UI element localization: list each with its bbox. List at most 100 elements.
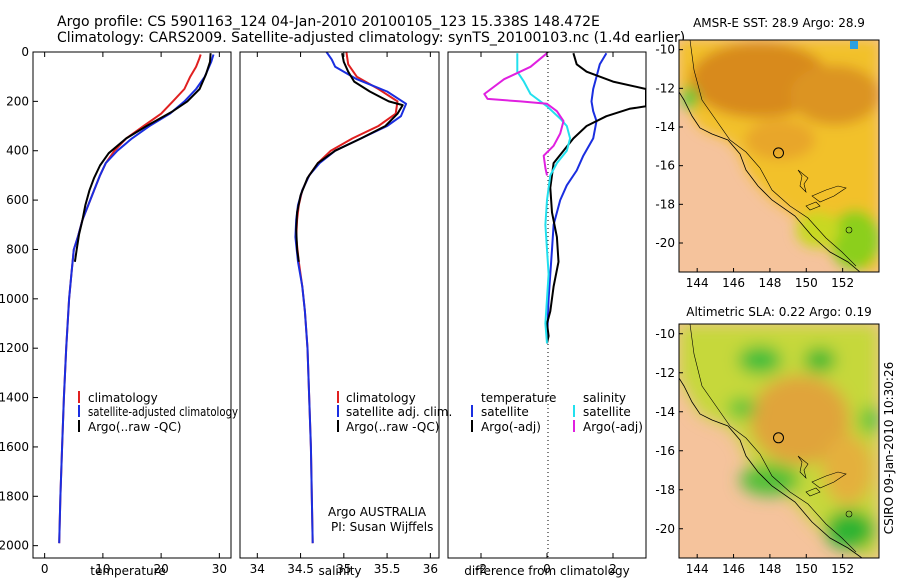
sst-latitude-ticks: -10 -12 -14 -16 -18 -20	[655, 43, 683, 250]
sla-reef-island	[845, 510, 853, 518]
sst-map-lat-tick-label: -10	[655, 43, 675, 57]
temperature-x-tick-label: 30	[212, 562, 227, 576]
difference-x-ticks: -2 0 2	[475, 52, 617, 576]
sst-reef-island	[845, 226, 853, 234]
depth-y-tick-label: 1000	[0, 292, 29, 306]
sst-cool-patch-center	[796, 212, 840, 248]
sst-reef-outline-2	[811, 185, 847, 203]
legend-header-temperature: temperature	[481, 391, 556, 405]
sst-map-panel: AMSR-E SST: 28.9 Argo: 28.9 144 146 148 150	[655, 16, 880, 290]
sst-map-lon-tick-label: 144	[686, 276, 709, 290]
sst-shelf-contour	[689, 40, 857, 267]
sla-map-lon-tick-label: 152	[831, 562, 854, 576]
temperature-series-group	[58, 53, 215, 544]
sst-map-lat-tick-label: -18	[655, 197, 675, 211]
depth-y-tick-label: 800	[6, 242, 29, 256]
sst-map-title: AMSR-E SST: 28.9 Argo: 28.9	[693, 16, 865, 30]
depth-y-tick-label: 1800	[0, 489, 29, 503]
sst-warm-core-east	[790, 65, 879, 125]
sst-map-lon-tick-label: 152	[831, 276, 854, 290]
series-line-difference-salinity-argo-adj	[483, 52, 565, 176]
sla-map-lat-tick-label: -16	[655, 444, 675, 458]
temperature-panel: 0 10 20 30 0 200 400 600 800 1000 1200 1400 1600 180…	[0, 45, 238, 578]
legend-header-salinity: salinity	[583, 391, 626, 405]
series-line-salinity-satellite-adj-clim	[294, 52, 408, 544]
sst-map-lat-tick-label: -12	[655, 81, 675, 95]
sla-high-center	[750, 375, 850, 465]
sst-map-lat-tick-label: -14	[655, 120, 675, 134]
sst-map-lat-tick-label: -16	[655, 159, 675, 173]
argo-program-label: Argo AUSTRALIA	[328, 505, 427, 519]
temperature-x-ticks: 0 10 20 30	[41, 52, 227, 576]
salinity-x-tick-label: 34	[250, 562, 265, 576]
sst-warm-patch-mid	[745, 120, 815, 160]
sst-ocean-field	[679, 40, 879, 272]
depth-y-ticks: 0 200 400 600 800 1000 1200 1400 1600 1800 2000	[0, 45, 38, 553]
legend-label-climatology: climatology	[88, 391, 158, 405]
temperature-legend: climatology satellite-adjusted climatolo…	[78, 391, 238, 434]
legend-label-sal-argo: Argo(-adj)	[583, 420, 643, 434]
sla-low-north	[738, 346, 782, 374]
sst-map-lon-tick-label: 146	[722, 276, 745, 290]
difference-x-label: difference from climatology	[464, 564, 630, 578]
depth-y-tick-label: 400	[6, 144, 29, 158]
sst-reef-outline-1	[797, 169, 809, 193]
sla-map-lon-tick-label: 144	[686, 562, 709, 576]
sla-low-east	[860, 406, 879, 434]
temperature-x-label: temperature	[90, 564, 165, 578]
salinity-x-ticks: 34 34.5 35 35.5 36	[250, 52, 438, 576]
depth-y-tick-label: 1600	[0, 440, 29, 454]
sla-low-south	[825, 510, 875, 550]
temperature-x-tick-label: 0	[41, 562, 49, 576]
temperature-axes-box	[32, 51, 232, 559]
legend-label-satellite-sal: satellite adj. clim.	[346, 405, 452, 419]
sla-low-northeast	[804, 348, 836, 372]
series-line-salinity-argo-raw-qc	[295, 53, 404, 262]
difference-series-group	[483, 52, 646, 344]
legend-label-argo: Argo(..raw -QC)	[88, 420, 181, 434]
depth-y-tick-label: 1400	[0, 391, 29, 405]
sst-coastline	[679, 91, 861, 272]
sla-low-coast	[740, 464, 800, 496]
sla-high-east	[823, 435, 873, 505]
series-line-temperature-climatology	[58, 54, 202, 544]
salinity-legend: climatology satellite adj. clim. Argo(..…	[337, 391, 452, 434]
difference-x-tick-label: 2	[609, 562, 617, 576]
salinity-panel: 34 34.5 35 35.5 36 salinity climatology sate…	[239, 51, 452, 578]
sst-reef-outline-3	[805, 201, 821, 211]
sla-map-lon-tick-label: 146	[722, 562, 745, 576]
sla-ocean-field	[679, 324, 879, 558]
series-line-difference-temperature-satellite	[546, 52, 608, 344]
sla-reef-outline-3	[805, 487, 821, 497]
temperature-x-tick-label: 20	[153, 562, 168, 576]
sla-map-frame	[678, 323, 880, 559]
sst-map-area	[679, 40, 879, 272]
sla-map-lat-tick-label: -20	[655, 522, 675, 536]
depth-y-tick-label: 1200	[0, 341, 29, 355]
sla-shelf-contour	[689, 324, 857, 553]
difference-legend: temperature salinity satellite Argo(-adj…	[471, 391, 643, 434]
depth-y-tick-label: 600	[6, 193, 29, 207]
sla-low-mid	[728, 398, 756, 418]
sla-reef-outline-1	[797, 455, 809, 479]
salinity-axes-box	[239, 51, 440, 559]
difference-x-tick-label: -2	[475, 562, 487, 576]
salinity-x-tick-label: 35	[336, 562, 351, 576]
header-line-2: Climatology: CARS2009. Satellite-adjuste…	[57, 30, 685, 46]
pi-name-label: PI: Susan Wijffels	[331, 520, 433, 534]
sla-map-lat-tick-label: -12	[655, 366, 675, 380]
salinity-x-label: salinity	[318, 564, 361, 578]
difference-panel: -2 0 2 difference from climatology tempera…	[447, 51, 647, 578]
legend-label-temp-satellite: satellite	[481, 405, 529, 419]
sla-map-area	[679, 324, 879, 558]
header-line-1: Argo profile: CS 5901163_124 04-Jan-2010…	[57, 14, 600, 30]
argo-float-position-marker	[773, 147, 784, 159]
sst-map-frame	[678, 39, 880, 273]
salinity-x-tick-label: 35.5	[374, 562, 401, 576]
legend-label-argo-sal: Argo(..raw -QC)	[346, 420, 439, 434]
sla-map-lon-tick-label: 150	[795, 562, 818, 576]
series-line-temperature-satellite-adjusted-climatology	[58, 54, 215, 544]
sla-coastline	[679, 377, 863, 558]
sla-map-lon-tick-label: 148	[758, 562, 781, 576]
